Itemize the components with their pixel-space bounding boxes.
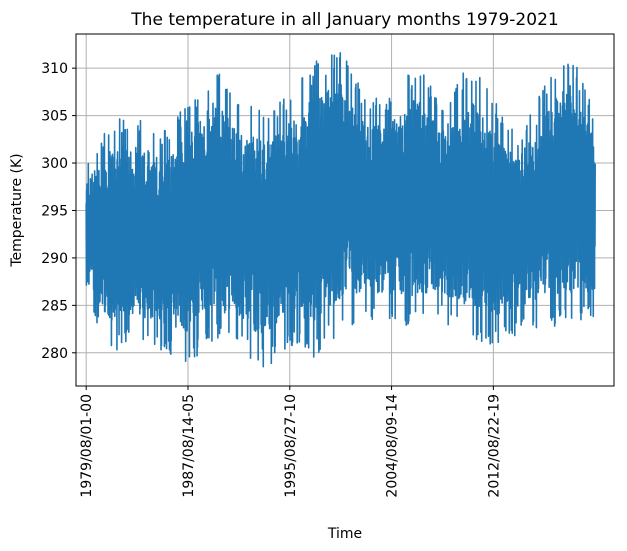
y-tick-label: 300 bbox=[41, 156, 68, 172]
x-tick-label: 2004/08/09-14 bbox=[385, 394, 401, 498]
y-tick-label: 305 bbox=[41, 109, 68, 125]
x-tick-label: 1979/08/01-00 bbox=[79, 394, 95, 498]
chart-title: The temperature in all January months 19… bbox=[130, 10, 558, 30]
x-tick-label: 1987/08/14-05 bbox=[181, 394, 197, 498]
x-tick-label: 1995/08/27-10 bbox=[283, 394, 299, 498]
x-axis: 1979/08/01-00 1987/08/14-05 1995/08/27-10 2… bbox=[79, 386, 502, 498]
y-tick-label: 295 bbox=[41, 203, 68, 219]
x-tick-label: 2012/08/22-19 bbox=[486, 394, 502, 498]
temperature-series-line bbox=[85, 52, 596, 368]
y-axis: 280 285 290 295 300 305 310 bbox=[41, 61, 76, 362]
y-tick-label: 290 bbox=[41, 251, 68, 267]
y-tick-label: 285 bbox=[41, 298, 68, 314]
y-tick-label: 280 bbox=[41, 346, 68, 362]
y-axis-label: Temperature (K) bbox=[9, 153, 25, 267]
series-group bbox=[85, 52, 596, 368]
y-tick-label: 310 bbox=[41, 61, 68, 77]
x-axis-label: Time bbox=[327, 526, 362, 542]
